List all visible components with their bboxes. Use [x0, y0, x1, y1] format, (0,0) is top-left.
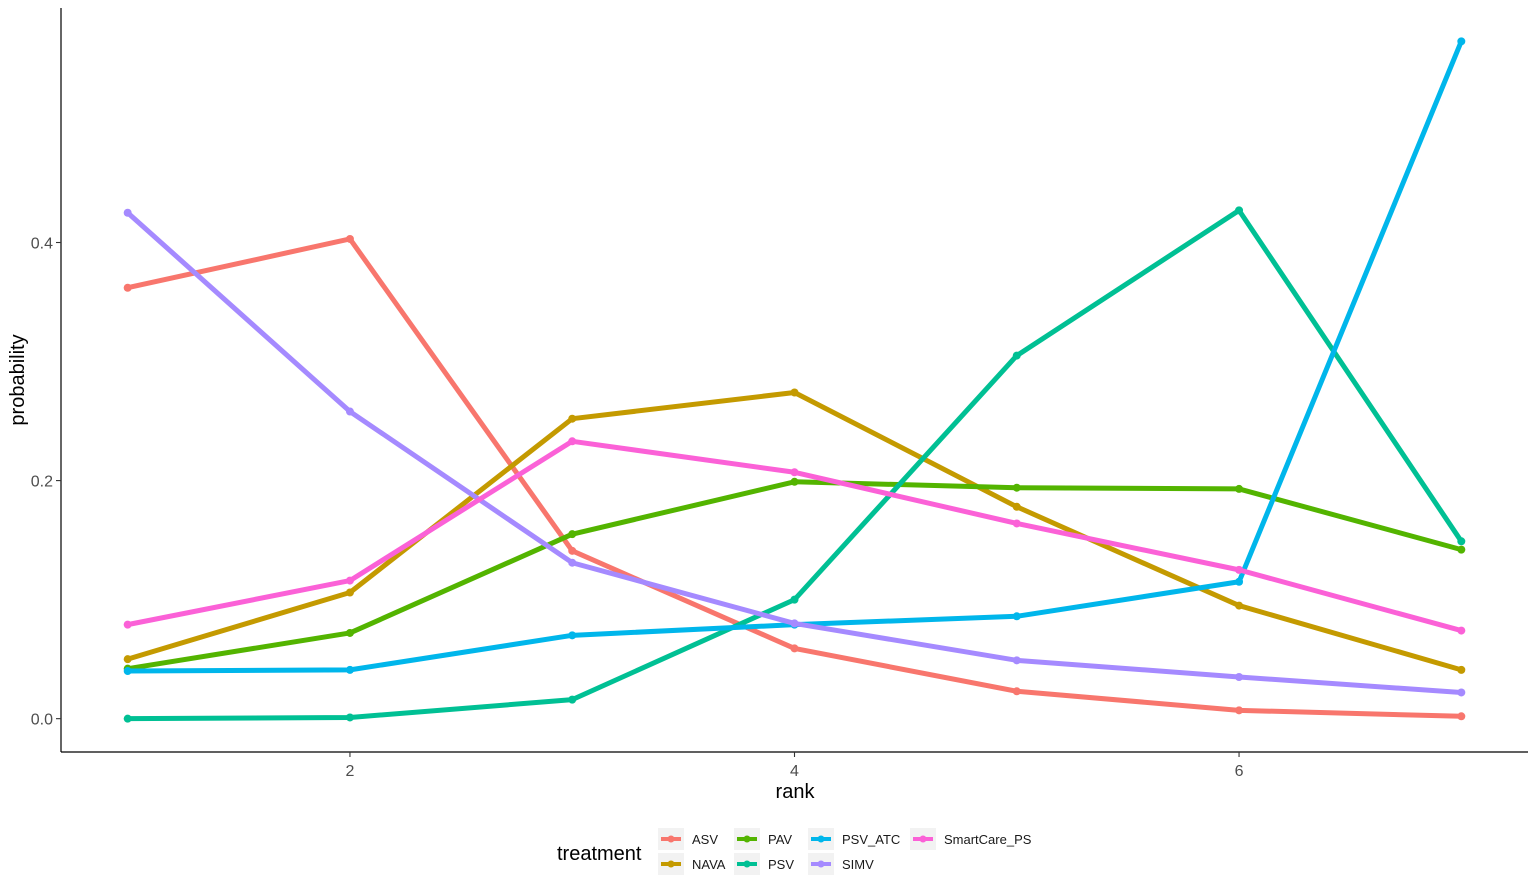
data-point — [1012, 351, 1021, 360]
data-point — [1235, 577, 1244, 586]
y-tick-label: 0.4 — [31, 236, 53, 253]
y-axis-title: probability — [7, 334, 29, 425]
data-point — [1457, 688, 1466, 697]
legend-item: NAVA — [658, 853, 726, 875]
legend-key-point — [667, 835, 675, 843]
data-point — [123, 208, 132, 217]
legend: treatment ASV NAVA PAV PSV PSV_ATC SIMV SmartCa… — [557, 828, 1032, 875]
x-axis-title: rank — [776, 781, 816, 803]
legend-label: PSV_ATC — [842, 832, 900, 847]
legend-title: treatment — [557, 843, 642, 865]
legend-key-point — [817, 860, 825, 868]
legend-label: SmartCare_PS — [944, 832, 1032, 847]
data-point — [345, 576, 354, 585]
data-point — [345, 407, 354, 416]
data-point — [568, 546, 577, 555]
axes: 0.0 0.2 0.4 2 4 6 — [31, 8, 1528, 780]
data-point — [345, 628, 354, 637]
data-point — [568, 695, 577, 704]
data-point — [123, 714, 132, 723]
data-point — [1457, 37, 1466, 46]
legend-key-point — [743, 860, 751, 868]
data-point — [790, 619, 799, 628]
data-point — [1457, 665, 1466, 674]
data-point — [568, 530, 577, 539]
data-point — [345, 234, 354, 243]
x-tick-label: 2 — [346, 763, 355, 780]
legend-label: SIMV — [842, 857, 874, 872]
data-point — [1012, 656, 1021, 665]
legend-item: PSV_ATC — [808, 828, 900, 850]
y-tick-label: 0.2 — [31, 474, 53, 491]
series-simv — [123, 208, 1466, 697]
legend-key-point — [667, 860, 675, 868]
legend-key-point — [817, 835, 825, 843]
legend-item: ASV — [658, 828, 718, 850]
data-point — [1235, 206, 1244, 215]
data-point — [1012, 519, 1021, 528]
data-point — [790, 388, 799, 397]
data-point — [1235, 706, 1244, 715]
legend-key-point — [743, 835, 751, 843]
data-point — [790, 468, 799, 477]
legend-item: SIMV — [808, 853, 874, 875]
data-point — [123, 655, 132, 664]
y-tick-label: 0.0 — [31, 712, 53, 729]
data-point — [1235, 601, 1244, 610]
legend-label: PSV — [768, 857, 794, 872]
data-point — [1457, 545, 1466, 554]
data-point — [1457, 626, 1466, 635]
data-point — [790, 595, 799, 604]
series-smartcare-ps — [123, 437, 1466, 635]
data-point — [1457, 537, 1466, 546]
data-point — [568, 631, 577, 640]
series-line — [125, 207, 1464, 722]
legend-label: PAV — [768, 832, 792, 847]
data-point — [1012, 483, 1021, 492]
data-point — [568, 437, 577, 446]
data-point — [345, 713, 354, 722]
series-asv — [123, 234, 1466, 721]
data-point — [790, 477, 799, 486]
data-point — [1457, 712, 1466, 721]
data-point — [568, 558, 577, 567]
data-point — [123, 283, 132, 292]
data-point — [1235, 484, 1244, 493]
data-point — [123, 620, 132, 629]
legend-label: ASV — [692, 832, 718, 847]
data-point — [1235, 565, 1244, 574]
data-point — [1012, 687, 1021, 696]
legend-key-point — [919, 835, 927, 843]
data-point — [568, 414, 577, 423]
legend-label: NAVA — [692, 857, 726, 872]
series-nava — [123, 388, 1466, 674]
data-point — [345, 588, 354, 597]
data-point — [1012, 612, 1021, 621]
data-point — [1012, 502, 1021, 511]
series-psv — [123, 206, 1466, 723]
legend-item: SmartCare_PS — [910, 828, 1032, 850]
series-psv-atc — [123, 37, 1466, 676]
series-layer — [123, 37, 1466, 723]
data-point — [790, 644, 799, 653]
data-point — [123, 667, 132, 676]
legend-item: PAV — [734, 828, 792, 850]
data-point — [345, 665, 354, 674]
data-point — [1235, 673, 1244, 682]
legend-item: PSV — [734, 853, 794, 875]
x-tick-label: 4 — [790, 763, 799, 780]
x-tick-label: 6 — [1235, 763, 1244, 780]
